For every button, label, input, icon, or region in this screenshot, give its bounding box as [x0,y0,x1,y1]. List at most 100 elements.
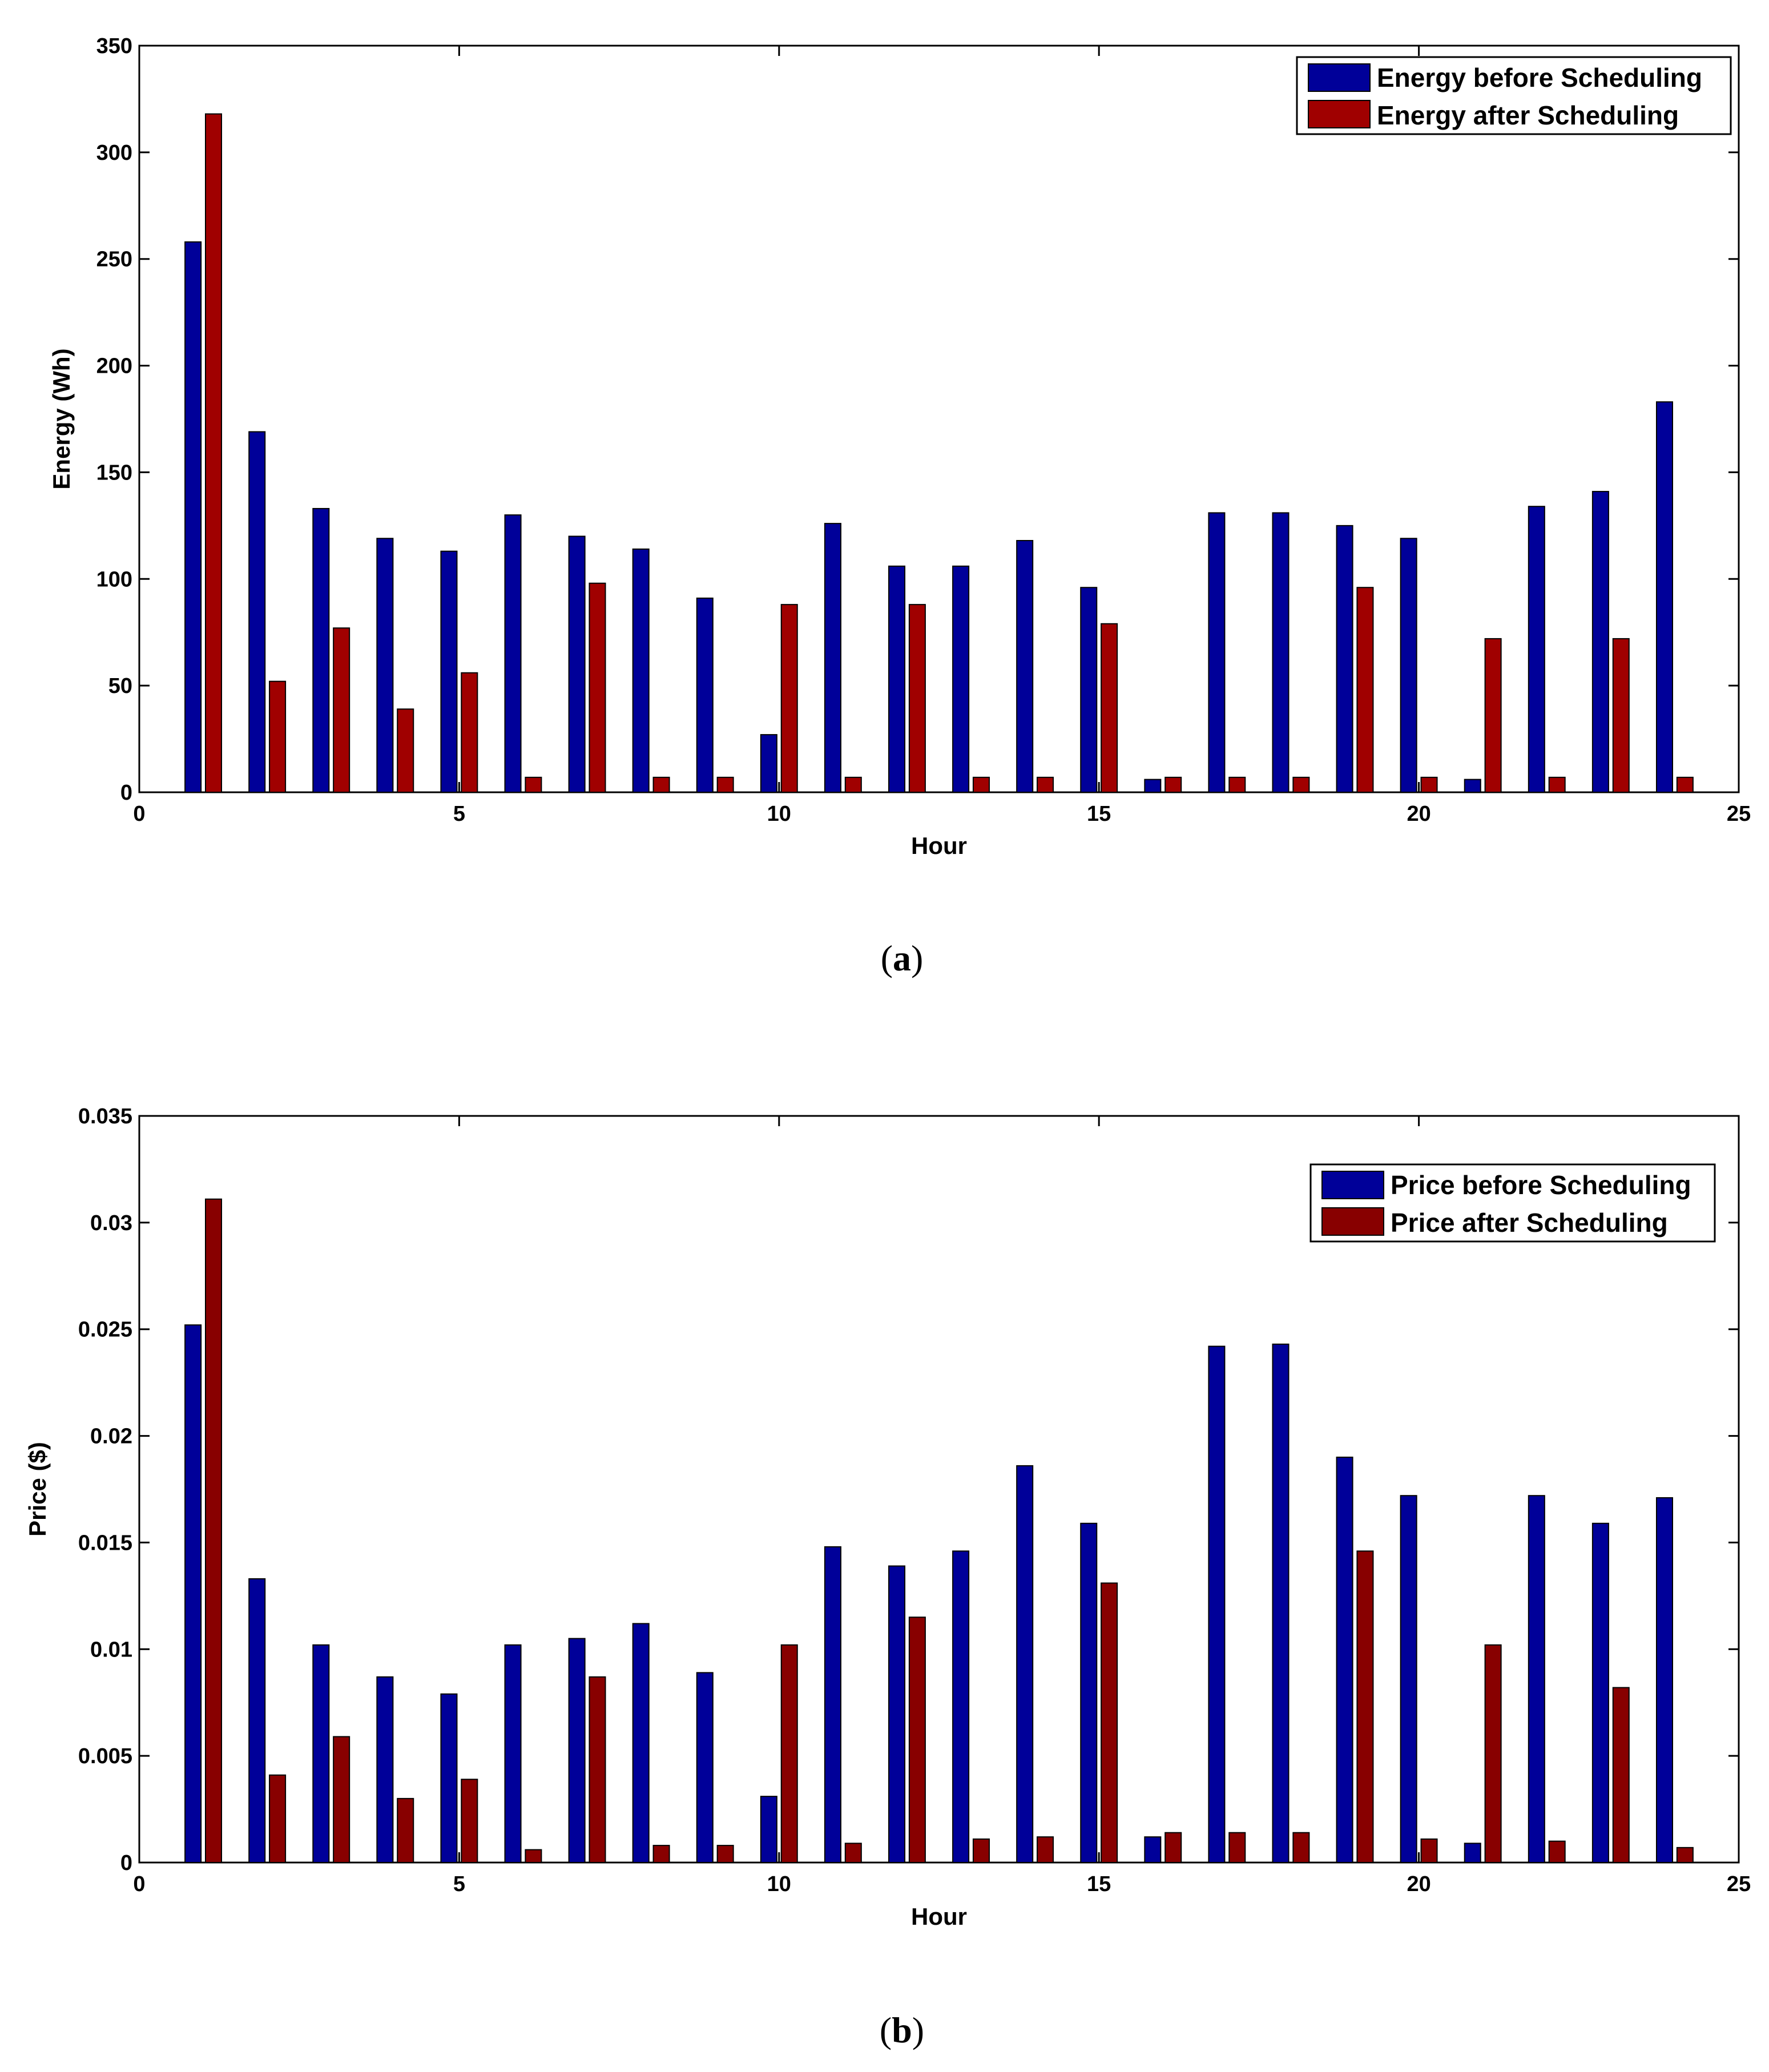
bar-before-hour-1 [184,241,202,793]
bar-after-hour-2 [269,680,287,793]
x-tick-label: 10 [767,802,791,826]
bar-before-hour-11 [824,1546,841,1863]
x-tick-labels: 0 5 10 15 20 25 [133,1872,1751,1896]
bar-after-hour-1 [205,1198,223,1863]
bar-before-hour-11 [824,523,841,793]
bar-before-hour-12 [888,565,906,793]
bar-after-hour-20 [1420,1838,1438,1863]
bar-after-hour-10 [780,1644,798,1864]
bar-before-hour-20 [1400,538,1417,793]
bar-after-hour-15 [1101,623,1118,793]
bar-after-hour-12 [908,604,926,793]
caption-a: (a) [881,938,924,978]
bar-before-hour-17 [1208,512,1226,793]
y-tick-label: 250 [96,248,132,272]
bar-before-hour-2 [248,431,266,793]
bar-after-hour-8 [652,1845,670,1863]
x-tick-label: 15 [1087,802,1111,826]
bar-before-hour-20 [1400,1495,1417,1863]
y-tick-label: 0.015 [78,1531,132,1555]
y-tick-label: 100 [96,567,132,591]
x-tick-label: 10 [767,1872,791,1896]
bar-before-hour-15 [1080,1522,1098,1863]
y-axis-title: Energy (Wh) [48,348,75,489]
y-axis-title: Price ($) [24,1442,51,1537]
x-tick-label: 0 [133,802,145,826]
y-tick-label: 200 [96,354,132,378]
bar-before-hour-8 [632,548,650,793]
y-tick-label: 50 [108,674,132,698]
bar-before-hour-16 [1144,779,1162,793]
axis-ticks [138,45,1740,793]
bar-before-hour-10 [760,1796,777,1864]
y-tick-label: 0.03 [90,1211,132,1235]
bar-after-hour-6 [525,776,542,793]
y-tick-labels: 0 50 100 150 200 250 300 350 [96,34,132,805]
bar-after-hour-9 [716,776,734,793]
bar-before-hour-24 [1655,401,1673,793]
bar-before-hour-13 [952,565,970,793]
bar-after-hour-7 [589,582,606,793]
bar-before-hour-22 [1528,1495,1545,1863]
bar-before-hour-4 [376,1676,394,1864]
bar-before-hour-21 [1464,1843,1481,1864]
bar-before-hour-18 [1272,1343,1290,1863]
legend: Price before Scheduling Price after Sche… [1309,1163,1716,1243]
x-tick-label: 5 [453,802,465,826]
bar-before-hour-1 [184,1324,202,1863]
x-axis-title: Hour [911,832,967,859]
bar-before-hour-7 [568,535,586,793]
bar-before-hour-12 [888,1565,906,1863]
legend-label-before: Price before Scheduling [1391,1170,1691,1200]
bar-before-hour-7 [568,1638,586,1864]
caption-b: (b) [880,2010,924,2050]
bar-before-hour-24 [1655,1497,1673,1863]
bar-before-hour-19 [1336,525,1353,793]
bar-after-hour-13 [972,1838,990,1863]
y-tick-label: 300 [96,141,132,165]
legend-swatch-before [1308,63,1371,92]
bar-after-hour-17 [1228,776,1246,793]
legend-swatch-before [1321,1171,1384,1199]
bar-after-hour-18 [1292,776,1310,793]
caption-b-letter: b [892,2010,912,2050]
bar-after-hour-11 [844,1843,862,1864]
bar-after-hour-4 [397,1797,414,1864]
bar-after-hour-14 [1037,1836,1054,1864]
bar-before-hour-18 [1272,512,1290,793]
y-tick-label: 0.025 [78,1318,132,1342]
energy-chart: 0 5 10 15 20 25 0 50 100 150 200 250 300 350 Hour En… [48,34,1751,978]
bar-after-hour-22 [1548,1840,1566,1864]
bar-after-hour-4 [397,708,414,793]
bar-after-hour-9 [716,1845,734,1863]
bar-before-hour-3 [312,507,330,793]
bar-before-hour-6 [504,514,522,793]
caption-a-letter: a [893,938,911,978]
y-tick-label: 0.005 [78,1744,132,1768]
bar-before-hour-5 [440,1693,458,1863]
bar-after-hour-19 [1356,587,1374,793]
bar-before-hour-21 [1464,779,1481,793]
y-tick-label: 0.02 [90,1425,132,1449]
x-tick-label: 0 [133,1872,145,1896]
bar-before-hour-9 [696,597,714,793]
bar-after-hour-21 [1484,1644,1502,1864]
bar-after-hour-13 [972,776,990,793]
bar-before-hour-22 [1528,506,1545,793]
bar-after-hour-12 [908,1617,926,1863]
x-tick-label: 25 [1727,1872,1751,1896]
y-tick-label: 0.035 [78,1104,132,1128]
x-tick-label: 25 [1727,802,1751,826]
legend-label-after: Energy after Scheduling [1377,100,1679,130]
bar-before-hour-14 [1016,540,1034,793]
bar-after-hour-10 [780,604,798,793]
bar-after-hour-23 [1612,1687,1630,1863]
bar-before-hour-16 [1144,1836,1162,1864]
bar-after-hour-3 [333,1736,350,1863]
bar-before-hour-23 [1591,491,1609,793]
bar-after-hour-18 [1292,1832,1310,1863]
bar-before-hour-9 [696,1672,714,1863]
bar-before-hour-8 [632,1623,650,1863]
y-tick-labels: 0 0.005 0.01 0.015 0.02 0.025 0.03 0.035 [78,1104,132,1875]
bar-after-hour-11 [844,776,862,793]
